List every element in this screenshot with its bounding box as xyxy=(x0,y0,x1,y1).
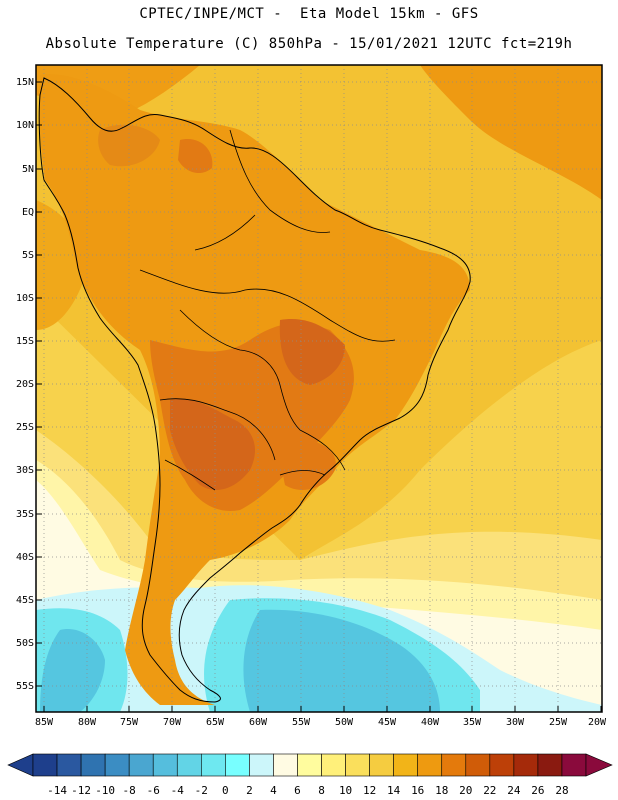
colorbar-label: 6 xyxy=(294,784,301,797)
colorbar-swatch xyxy=(56,753,82,777)
colorbar-swatch xyxy=(128,753,154,777)
lat-label-45s: 45S xyxy=(15,595,34,606)
colorbar-swatch xyxy=(393,753,418,777)
country-borders xyxy=(139,129,396,491)
axis-ticks xyxy=(36,81,602,712)
lat-label-5n: 5N xyxy=(21,164,34,175)
colorbar-swatch xyxy=(561,753,587,777)
lon-label-25w: 25W xyxy=(548,717,568,728)
colorbar-label: -4 xyxy=(170,784,184,797)
lon-label-55w: 55W xyxy=(291,717,311,728)
colorbar xyxy=(7,753,613,777)
colorbar-label: -8 xyxy=(122,784,136,797)
colorbar-label: 8 xyxy=(318,784,325,797)
lon-label-50w: 50W xyxy=(334,717,354,728)
lat-label-50s: 50S xyxy=(15,638,34,649)
colorbar-label: 26 xyxy=(531,784,545,797)
colorbar-swatch xyxy=(465,753,491,777)
colorbar-swatch xyxy=(345,753,370,777)
colorbar-swatch xyxy=(489,753,515,777)
temperature-field xyxy=(36,65,602,712)
lat-label-5s: 5S xyxy=(21,250,34,261)
colorbar-swatch xyxy=(369,753,394,777)
map-subtitle: Absolute Temperature (C) 850hPa - 15/01/… xyxy=(45,36,573,52)
colorbar-label: 0 xyxy=(222,784,229,797)
colorbar-label: 2 xyxy=(246,784,253,797)
lat-label-20s: 20S xyxy=(15,379,34,390)
map-title: CPTEC/INPE/MCT - Eta Model 15km - GFS xyxy=(139,6,479,22)
lat-label-15n: 15N xyxy=(15,77,34,88)
colorbar-swatch xyxy=(80,753,106,777)
colorbar-label: 18 xyxy=(435,784,449,797)
lat-label-25s: 25S xyxy=(15,422,34,433)
lat-label-10n: 10N xyxy=(15,120,34,131)
colorbar-swatch xyxy=(297,753,322,777)
lon-label-40w: 40W xyxy=(420,717,440,728)
lon-label-45w: 45W xyxy=(377,717,397,728)
colorbar-label: 22 xyxy=(483,784,497,797)
colorbar-label: 12 xyxy=(362,784,377,797)
colorbar-label: -12 xyxy=(71,784,92,797)
lat-label-35s: 35S xyxy=(15,509,34,520)
colorbar-label: 28 xyxy=(555,784,569,797)
colorbar-label: -10 xyxy=(95,784,116,797)
colorbar-swatch xyxy=(201,753,226,777)
lon-label-60w: 60W xyxy=(248,717,268,728)
colorbar-label: 24 xyxy=(507,784,521,797)
colorbar-swatch xyxy=(32,753,58,777)
lat-label-30s: 30S xyxy=(15,465,34,476)
colorbar-swatch xyxy=(513,753,539,777)
lon-label-30w: 30W xyxy=(505,717,525,728)
colorbar-swatch xyxy=(152,753,178,777)
colorbar-label: 16 xyxy=(411,784,425,797)
colorbar-swatch xyxy=(441,753,467,777)
lon-label-70w: 70W xyxy=(162,717,182,728)
colorbar-swatch xyxy=(273,753,298,777)
colorbar-swatch xyxy=(249,753,274,777)
lat-label-40s: 40S xyxy=(15,552,34,563)
lat-label-eq: EQ xyxy=(21,207,34,218)
colorbar-label: 4 xyxy=(270,784,277,797)
colorbar-swatch xyxy=(417,753,443,777)
colorbar-arrow-high xyxy=(585,753,613,777)
lat-label-55s: 55S xyxy=(15,681,34,692)
colorbar-label: 10 xyxy=(338,784,353,797)
colorbar-label: -14 xyxy=(47,784,67,797)
lon-label-20w: 20W xyxy=(587,717,607,728)
lon-label-85w: 85W xyxy=(34,717,54,728)
colorbar-swatch xyxy=(537,753,563,777)
colorbar-swatch xyxy=(225,753,250,777)
lon-label-35w: 35W xyxy=(462,717,482,728)
colorbar-label: -2 xyxy=(194,784,208,797)
colorbar-label: -6 xyxy=(146,784,160,797)
colorbar-arrow-low xyxy=(7,753,34,777)
south-america-coastline xyxy=(38,77,471,703)
colorbar-label: 20 xyxy=(459,784,473,797)
lon-label-65w: 65W xyxy=(205,717,225,728)
colorbar-swatch xyxy=(176,753,202,777)
lon-label-75w: 75W xyxy=(119,717,139,728)
lat-label-10s: 10S xyxy=(15,293,34,304)
map-frame xyxy=(35,64,603,713)
lat-label-15s: 15S xyxy=(15,336,34,347)
colorbar-swatch xyxy=(321,753,346,777)
lon-label-80w: 80W xyxy=(77,717,97,728)
colorbar-label: 14 xyxy=(387,784,401,797)
colorbar-swatch xyxy=(104,753,130,777)
